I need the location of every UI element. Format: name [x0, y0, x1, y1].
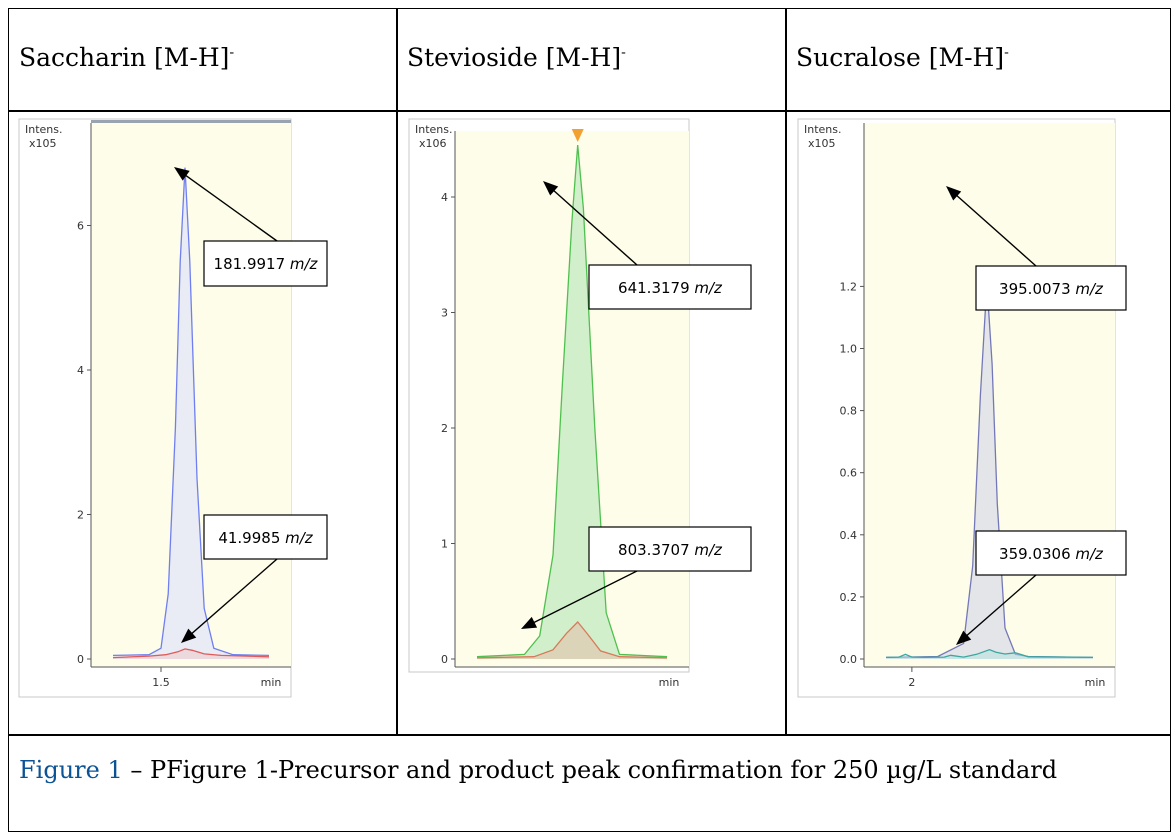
precursor-peak-area [886, 283, 1093, 659]
annotation-arrowhead [521, 616, 538, 629]
y-axis-scale: x106 [419, 137, 447, 150]
annotation-arrow [953, 192, 1037, 267]
y-tick-label: 4 [77, 364, 84, 377]
annotation-arrowhead [543, 181, 559, 196]
product-peak-area [886, 649, 1093, 659]
y-tick-label: 0.2 [840, 591, 858, 604]
caption-text: PFigure 1-Precursor and product peak con… [150, 756, 1058, 784]
annotation-label: 181.9917 m/z [214, 255, 319, 273]
figure-caption: Figure 1 – PFigure 1-Precursor and produ… [19, 753, 1139, 787]
header-charge: - [621, 44, 626, 61]
annotation-unit: m/z [694, 541, 723, 559]
annotation-label: 641.3179 m/z [618, 279, 723, 297]
annotation-unit: m/z [694, 279, 723, 297]
y-axis-label: Intens. [804, 123, 842, 136]
annotation-mz-value: 181.9917 [214, 255, 290, 273]
caption-dash: – [122, 756, 150, 784]
y-axis-label: Intens. [415, 123, 453, 136]
x-axis-label: min [1085, 676, 1106, 689]
annotation-box [203, 240, 328, 287]
annotation-mz-value: 359.0306 [999, 545, 1075, 563]
annotation-box [588, 264, 752, 310]
annotation-arrowhead [956, 630, 972, 645]
header-ion: [M-H] [154, 43, 230, 72]
annotation-label: 803.3707 m/z [618, 541, 723, 559]
header-charge: - [1004, 44, 1009, 61]
annotation-mz-value: 803.3707 [618, 541, 694, 559]
header-cell-saccharin: Saccharin [M-H]- [8, 8, 398, 112]
plot-top-bar [91, 120, 291, 123]
figure-table: Saccharin [M-H]- Stevioside [M-H]- Sucra… [8, 8, 1171, 832]
y-tick-label: 0.4 [840, 529, 858, 542]
product-peak-area [477, 622, 667, 659]
header-cell-sucralose: Sucralose [M-H]- [785, 8, 1171, 112]
header-stevioside: Stevioside [407, 43, 538, 72]
y-tick-label: 0.0 [840, 653, 858, 666]
annotation-arrow [188, 558, 278, 637]
annotation-box [975, 265, 1127, 311]
y-axis-label: Intens. [25, 123, 63, 136]
plot-cell-sucralose: Intens. x105 0.0 0.2 0.4 0.6 0.8 1.0 1.2 2 min 395.… [785, 110, 1171, 736]
y-tick-label: 0.6 [840, 467, 858, 480]
sucralose-chromatogram: Intens.x105 0.0 0.2 0.4 0.6 0.8 1.0 1.2 2 min 395.… [797, 118, 1127, 698]
annotation-label: 359.0306 m/z [999, 545, 1104, 563]
y-tick-label: 2 [441, 422, 448, 435]
product-trace [112, 648, 270, 659]
header-ion: [M-H] [928, 43, 1005, 72]
y-axis-scale: x105 [29, 137, 57, 150]
annotation-unit: m/z [1075, 280, 1104, 298]
annotation-mz-value: 41.9985 [218, 529, 285, 547]
peak-marker [571, 129, 584, 143]
annotation-arrow [963, 574, 1037, 639]
annotation-unit: m/z [285, 529, 314, 547]
annotation-unit: m/z [1075, 545, 1104, 563]
x-tick-label: 2 [908, 676, 915, 689]
annotation-arrowhead [174, 167, 190, 181]
y-tick-label: 1.0 [840, 343, 858, 356]
annotation-label: 395.0073 m/z [999, 280, 1104, 298]
y-tick-label: 1.2 [840, 280, 858, 293]
precursor-peak-area [113, 167, 269, 659]
annotation-mz-value: 395.0073 [999, 280, 1075, 298]
x-tick-label: 1.5 [152, 676, 170, 689]
y-tick-label: 0.8 [840, 405, 858, 418]
y-tick-label: 0 [441, 653, 448, 666]
y-tick-label: 0 [77, 653, 84, 666]
y-tick-label: 2 [77, 509, 84, 522]
header-sucralose: Sucralose [796, 43, 921, 72]
x-axis-label: min [659, 676, 680, 689]
precursor-trace [112, 167, 270, 657]
precursor-trace [476, 144, 668, 658]
precursor-peak-area [477, 145, 667, 659]
annotation-mz-value: 641.3179 [618, 279, 694, 297]
annotation-arrow [549, 187, 638, 266]
annotation-box [588, 526, 752, 572]
annotation-arrowhead [946, 186, 962, 201]
caption-cell: Figure 1 – PFigure 1-Precursor and produ… [8, 734, 1171, 832]
y-tick-label: 4 [441, 191, 448, 204]
annotation-arrow [529, 570, 638, 626]
header-charge: - [229, 44, 235, 61]
annotation-arrowhead [181, 628, 197, 643]
y-tick-label: 6 [77, 220, 84, 233]
annotation-box [203, 514, 328, 560]
plot-cell-stevioside: Intens. x106 0 1 2 3 4 min 641.3179 m/z 803.3707 … [396, 110, 787, 736]
header-saccharin: Saccharin [19, 43, 147, 72]
header-cell-stevioside: Stevioside [M-H]- [396, 8, 787, 112]
annotation-label: 41.9985 m/z [218, 529, 313, 547]
annotation-unit: m/z [290, 255, 319, 273]
product-trace [476, 621, 668, 659]
annotation-arrow [181, 172, 278, 242]
plot-cell-saccharin: Intens. x105 0 2 4 6 1.5 min 181.9917 m/z 41.9985… [8, 110, 398, 736]
caption-prefix: Figure 1 [19, 756, 123, 784]
y-tick-label: 1 [441, 538, 448, 551]
product-trace [885, 649, 1094, 659]
x-axis-label: min [261, 676, 282, 689]
y-tick-label: 3 [441, 307, 448, 320]
annotation-box [975, 530, 1127, 576]
header-ion: [M-H] [545, 43, 622, 72]
y-axis-scale: x105 [808, 137, 836, 150]
